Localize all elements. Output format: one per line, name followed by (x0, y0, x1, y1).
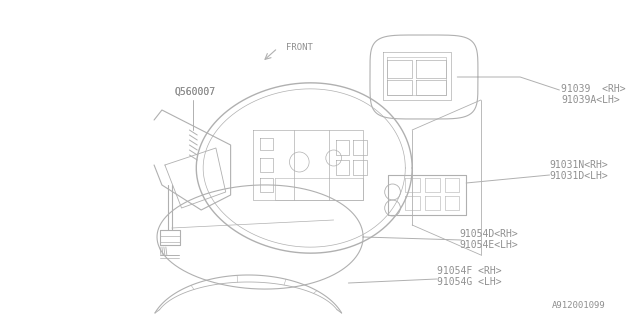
Text: A912001099: A912001099 (552, 301, 606, 310)
Text: 91031D<LH>: 91031D<LH> (550, 171, 608, 181)
Text: 91054G <LH>: 91054G <LH> (436, 277, 501, 287)
Text: FRONT: FRONT (285, 43, 312, 52)
Text: 91054D<RH>: 91054D<RH> (460, 229, 518, 239)
Text: 91031N<RH>: 91031N<RH> (550, 160, 608, 170)
Text: 91054E<LH>: 91054E<LH> (460, 240, 518, 250)
Text: 91039  <RH>: 91039 <RH> (561, 84, 626, 94)
Text: 91039A<LH>: 91039A<LH> (561, 95, 620, 105)
Text: 91054F <RH>: 91054F <RH> (436, 266, 501, 276)
Text: Q560007: Q560007 (175, 87, 216, 97)
Text: Q560007: Q560007 (175, 87, 216, 97)
